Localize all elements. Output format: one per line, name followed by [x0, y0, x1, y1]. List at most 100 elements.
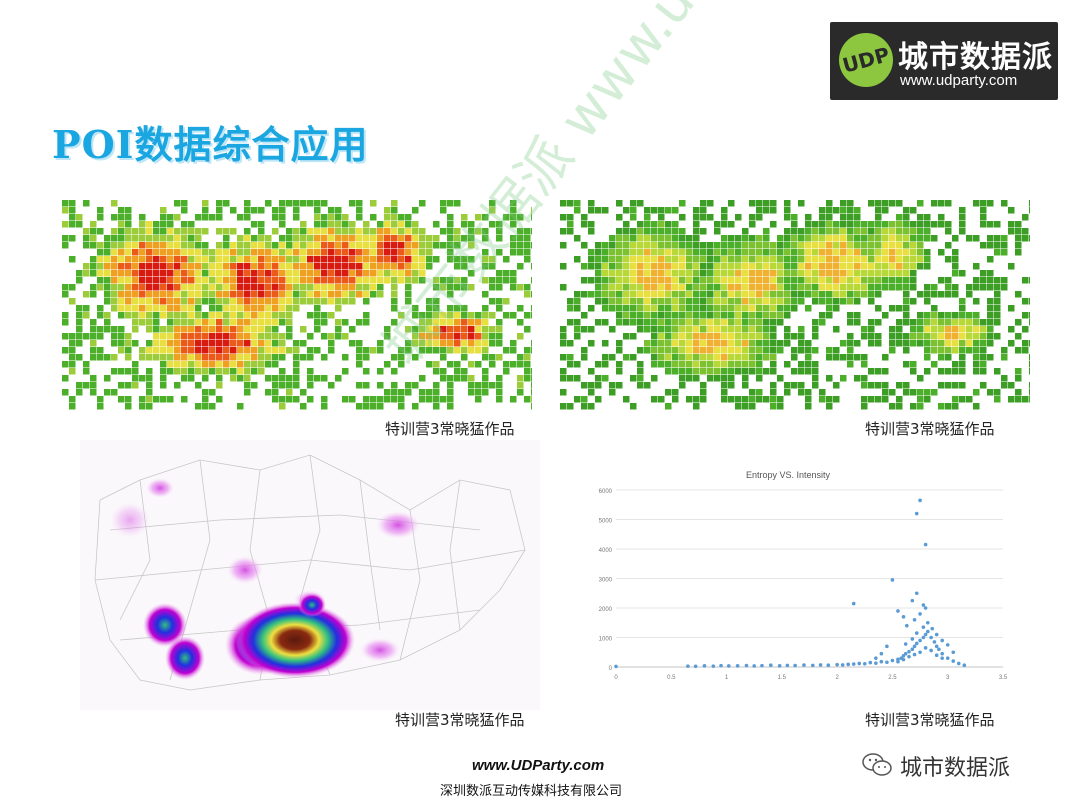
- heat-cell: [272, 228, 279, 235]
- heat-cell: [1001, 354, 1008, 361]
- heat-cell: [735, 256, 742, 263]
- heat-cell: [728, 256, 735, 263]
- heat-cell: [665, 319, 672, 326]
- heat-cell: [111, 340, 118, 347]
- heat-cell: [700, 354, 707, 361]
- heat-cell: [826, 284, 833, 291]
- heat-cell: [714, 361, 721, 368]
- heat-cell: [651, 319, 658, 326]
- heat-cell: [770, 340, 777, 347]
- heat-cell: [987, 389, 994, 396]
- heat-cell: [679, 326, 686, 333]
- heat-cell: [840, 284, 847, 291]
- footer-url[interactable]: www.UDParty.com: [472, 757, 605, 774]
- heat-cell: [356, 361, 363, 368]
- heat-cell: [167, 228, 174, 235]
- heat-cell: [433, 389, 440, 396]
- heat-cell: [76, 326, 83, 333]
- heat-cell: [272, 347, 279, 354]
- heat-cell: [125, 333, 132, 340]
- heat-cell: [609, 249, 616, 256]
- heat-cell: [721, 319, 728, 326]
- heat-cell: [447, 396, 454, 403]
- heat-cell: [349, 235, 356, 242]
- scatter-point: [918, 638, 922, 643]
- heat-cell: [931, 333, 938, 340]
- heat-cell: [672, 291, 679, 298]
- heat-cell: [749, 284, 756, 291]
- heat-cell: [707, 319, 714, 326]
- heat-cell: [384, 263, 391, 270]
- heat-cell: [363, 284, 370, 291]
- heat-cell: [749, 340, 756, 347]
- heat-cell: [847, 298, 854, 305]
- heat-cell: [910, 361, 917, 368]
- heat-cell: [76, 305, 83, 312]
- heat-cell: [475, 333, 482, 340]
- heat-cell: [293, 214, 300, 221]
- heat-cell: [588, 228, 595, 235]
- heat-cell: [118, 284, 125, 291]
- heat-cell: [468, 319, 475, 326]
- heat-cell: [679, 333, 686, 340]
- heat-cell: [917, 319, 924, 326]
- heat-cell: [728, 200, 735, 207]
- scatter-point: [905, 623, 909, 628]
- scatter-point: [851, 662, 856, 666]
- heat-cell: [784, 270, 791, 277]
- heat-cell: [924, 326, 931, 333]
- heat-cell: [791, 249, 798, 256]
- heat-cell: [714, 242, 721, 249]
- heat-cell: [202, 284, 209, 291]
- heat-cell: [279, 403, 286, 410]
- heat-cell: [756, 270, 763, 277]
- heat-cell: [854, 319, 861, 326]
- heat-cell: [230, 354, 237, 361]
- heat-cell: [798, 298, 805, 305]
- heat-cell: [798, 235, 805, 242]
- heat-cell: [188, 284, 195, 291]
- heat-cell: [868, 200, 875, 207]
- heat-cell: [805, 347, 812, 354]
- heat-cell: [966, 284, 973, 291]
- heat-cell: [889, 333, 896, 340]
- heat-cell: [524, 256, 531, 263]
- heat-cell: [279, 396, 286, 403]
- scatter-point: [811, 663, 815, 668]
- heat-cell: [791, 214, 798, 221]
- heat-cell: [945, 284, 952, 291]
- heat-cell: [847, 228, 854, 235]
- heat-cell: [461, 368, 468, 375]
- heat-cell: [195, 340, 202, 347]
- heat-cell: [581, 277, 588, 284]
- heat-cell: [1022, 326, 1029, 333]
- heat-cell: [665, 333, 672, 340]
- heat-cell: [188, 249, 195, 256]
- heat-cell: [812, 333, 819, 340]
- heat-cell: [973, 277, 980, 284]
- heat-cell: [489, 361, 496, 368]
- heat-cell: [749, 333, 756, 340]
- heat-cell: [272, 263, 279, 270]
- heat-cell: [945, 326, 952, 333]
- heat-cell: [644, 326, 651, 333]
- heat-cell: [665, 249, 672, 256]
- heat-cell: [616, 263, 623, 270]
- heat-cell: [531, 403, 532, 410]
- heat-cell: [938, 291, 945, 298]
- heat-cell: [749, 221, 756, 228]
- heat-cell: [377, 340, 384, 347]
- heat-cell: [62, 200, 69, 207]
- heat-cell: [833, 242, 840, 249]
- heat-cell: [216, 256, 223, 263]
- heat-cell: [1029, 277, 1030, 284]
- heat-cell: [300, 200, 307, 207]
- heat-cell: [237, 361, 244, 368]
- heat-cell: [104, 298, 111, 305]
- heat-cell: [398, 361, 405, 368]
- heat-cell: [132, 305, 139, 312]
- heat-cell: [847, 333, 854, 340]
- heat-cell: [567, 221, 574, 228]
- heat-cell: [258, 263, 265, 270]
- heat-cell: [637, 221, 644, 228]
